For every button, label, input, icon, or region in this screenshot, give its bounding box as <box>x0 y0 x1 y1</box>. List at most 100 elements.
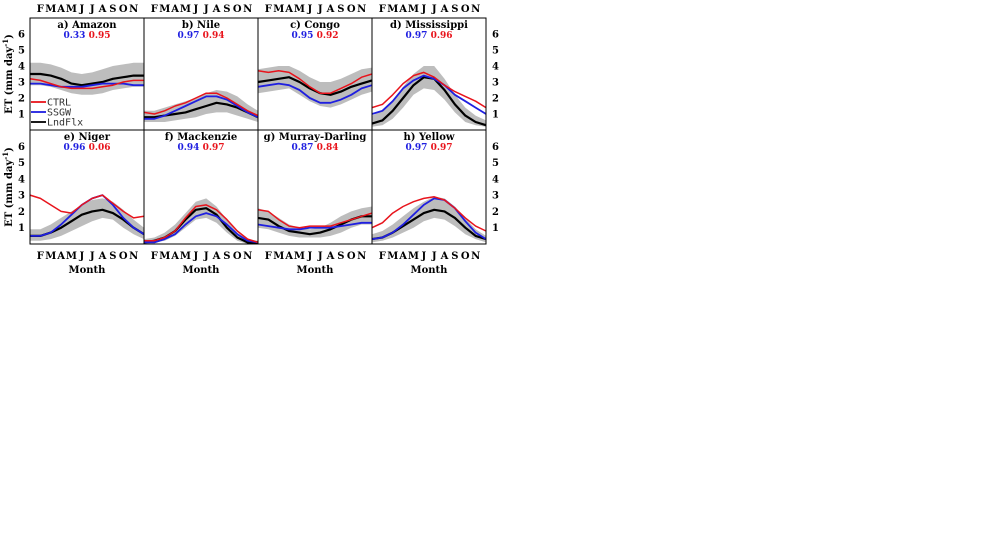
month-tick-label: N <box>243 251 252 262</box>
panel-stats: 0.97 0.97 <box>406 143 453 153</box>
month-tick-label: O <box>461 4 470 15</box>
series-line-ssgw <box>144 95 259 120</box>
month-tick-label: F <box>265 4 272 15</box>
month-tick-label: F <box>265 251 272 262</box>
month-tick-label: N <box>243 4 252 15</box>
uncertainty-band <box>372 66 486 127</box>
y-tick-label: 6 <box>18 142 25 153</box>
stat-ssgw: 0.94 <box>178 143 200 153</box>
month-tick-label: J <box>78 4 84 15</box>
month-tick-label: F <box>37 4 44 15</box>
y-tick-label: 3 <box>492 191 499 202</box>
y-tick-label: 5 <box>492 158 499 169</box>
month-tick-label: F <box>151 251 158 262</box>
month-tick-label: A <box>326 251 335 262</box>
month-tick-label: S <box>337 251 344 262</box>
y-label-close: ) <box>4 147 15 152</box>
legend-label: SSGW <box>47 108 72 119</box>
month-tick-label: A <box>326 4 335 15</box>
y-tick-label: 2 <box>492 207 499 218</box>
month-tick-label: N <box>471 251 480 262</box>
month-tick-label: M <box>159 251 170 262</box>
month-tick-label: N <box>129 4 138 15</box>
month-tick-label: N <box>129 251 138 262</box>
series-line-ctrl <box>29 194 145 219</box>
legend-label: CTRL <box>47 98 71 109</box>
month-tick-label: S <box>109 4 116 15</box>
month-tick-label: J <box>203 4 209 15</box>
month-tick-label: J <box>317 4 323 15</box>
x-axis-label: Month <box>69 265 107 276</box>
month-tick-label: N <box>357 251 366 262</box>
month-tick-label: S <box>223 251 230 262</box>
month-tick-label: M <box>387 4 398 15</box>
month-tick-label: M <box>294 251 305 262</box>
stat-ctrl: 0.92 <box>317 31 339 41</box>
y-tick-label: 5 <box>492 46 499 57</box>
y-tick-label: 3 <box>18 78 25 89</box>
stat-ssgw: 0.87 <box>292 143 314 153</box>
panel-stats: 0.97 0.96 <box>406 31 453 41</box>
uncertainty-band <box>258 66 372 108</box>
y-tick-label: 4 <box>18 174 25 185</box>
month-tick-label: S <box>451 4 458 15</box>
month-tick-label: M <box>294 4 305 15</box>
month-tick-label: S <box>337 4 344 15</box>
month-tick-label: N <box>471 4 480 15</box>
panel-stats: 0.87 0.84 <box>292 143 339 153</box>
month-tick-label: A <box>212 251 221 262</box>
month-tick-label: A <box>398 4 407 15</box>
month-tick-label: A <box>398 251 407 262</box>
stat-ctrl: 0.97 <box>203 143 225 153</box>
stat-ssgw: 0.33 <box>64 31 86 41</box>
month-tick-label: M <box>273 251 284 262</box>
y-label-close: ) <box>4 34 15 39</box>
panel-stats: 0.95 0.92 <box>292 31 339 41</box>
month-tick-label: J <box>431 251 437 262</box>
month-tick-label: S <box>109 251 116 262</box>
month-tick-label: N <box>357 4 366 15</box>
month-tick-label: J <box>89 251 95 262</box>
series-line-ssgw <box>371 74 487 115</box>
month-tick-label: F <box>37 251 44 262</box>
y-label-exponent: -1 <box>1 152 10 160</box>
uncertainty-band <box>372 196 486 243</box>
y-label-exponent: -1 <box>1 39 10 47</box>
y-axis-label: ET (mm day-1) <box>1 34 15 114</box>
series-line-ctrl <box>371 196 487 232</box>
month-tick-label: M <box>159 4 170 15</box>
y-tick-label: 1 <box>18 223 25 234</box>
month-tick-label: S <box>451 251 458 262</box>
month-tick-label: M <box>408 251 419 262</box>
x-axis-label: Month <box>183 265 221 276</box>
series-line-ssgw <box>371 197 487 240</box>
x-axis-label: Month <box>411 265 449 276</box>
series-line-ssgw <box>144 212 259 244</box>
month-tick-label: A <box>284 4 293 15</box>
month-tick-label: O <box>233 4 242 15</box>
month-tick-label: M <box>273 4 284 15</box>
month-tick-label: O <box>347 4 356 15</box>
month-tick-label: J <box>192 4 198 15</box>
panel-title: g) Murray-Darling <box>264 132 367 143</box>
month-tick-label: A <box>56 4 65 15</box>
month-tick-label: M <box>408 4 419 15</box>
month-tick-label: O <box>233 251 242 262</box>
stat-ctrl: 0.96 <box>431 31 453 41</box>
month-tick-label: J <box>317 251 323 262</box>
panel-frame <box>371 129 487 245</box>
stat-ssgw: 0.96 <box>64 143 86 153</box>
month-tick-label: O <box>461 251 470 262</box>
month-tick-label: O <box>347 251 356 262</box>
series-line-ssgw <box>30 82 144 88</box>
panel-title: c) Congo <box>290 20 340 31</box>
y-tick-label: 2 <box>18 207 25 218</box>
panel-title: a) Amazon <box>57 20 117 31</box>
stat-ctrl: 0.97 <box>431 143 453 153</box>
month-tick-label: J <box>89 4 95 15</box>
month-tick-label: A <box>170 4 179 15</box>
